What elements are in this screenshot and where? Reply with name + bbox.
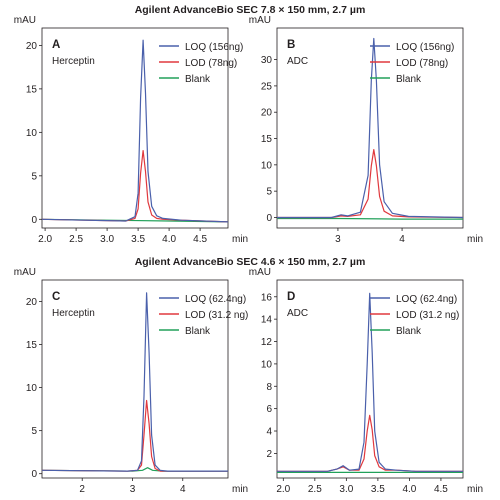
y-tick-label: 5 — [31, 426, 37, 437]
x-tick-label: 2.0 — [276, 484, 290, 495]
x-tick-label: 3.0 — [339, 484, 353, 495]
y-tick-label: 2 — [266, 449, 272, 460]
x-axis-unit: min — [232, 234, 248, 245]
sample-name: Herceptin — [52, 308, 95, 319]
y-tick-label: 0 — [31, 469, 37, 480]
y-tick-label: 8 — [266, 382, 272, 393]
y-tick-label: 0 — [31, 215, 37, 226]
y-tick-label: 25 — [261, 81, 273, 92]
legend-label: LOQ (156ng) — [396, 42, 454, 53]
y-tick-label: 16 — [261, 292, 273, 303]
x-axis-unit: min — [232, 484, 248, 495]
series-line — [277, 219, 463, 220]
y-tick-label: 5 — [31, 171, 37, 182]
x-tick-label: 2.0 — [38, 234, 52, 245]
x-axis-unit: min — [467, 234, 483, 245]
x-tick-label: 3 — [130, 484, 136, 495]
legend-label: Blank — [396, 74, 422, 85]
y-axis-label: mAU — [249, 15, 271, 26]
x-tick-label: 3.5 — [371, 484, 385, 495]
y-axis-label: mAU — [14, 267, 36, 278]
y-tick-label: 5 — [266, 187, 272, 198]
legend-label: LOQ (156ng) — [185, 42, 243, 53]
y-axis-label: mAU — [14, 15, 36, 26]
sample-name: Herceptin — [52, 56, 95, 67]
chart-panel-c: 0 5 10 15 20 2 3 4 mAU min C Herceptin LOQ (62.4ng) L… — [14, 267, 249, 495]
y-tick-label: 12 — [261, 337, 273, 348]
x-tick-label: 4 — [180, 484, 186, 495]
panel-letter: C — [52, 291, 60, 303]
x-tick-label: 2 — [79, 484, 85, 495]
y-axis-label: mAU — [249, 267, 271, 278]
y-tick-label: 4 — [266, 427, 272, 438]
series-line — [277, 150, 463, 218]
legend-label: Blank — [185, 74, 211, 85]
y-tick-label: 0 — [266, 213, 272, 224]
x-tick-label: 3.5 — [131, 234, 145, 245]
x-tick-label: 4 — [399, 234, 405, 245]
sample-name: ADC — [287, 308, 308, 319]
y-tick-label: 10 — [261, 160, 273, 171]
y-tick-label: 20 — [26, 297, 38, 308]
series-line — [42, 151, 228, 222]
chart-panel-b: 0 5 10 15 20 25 30 3 4 mAU min B ADC LOQ (156ng) LOD (… — [249, 15, 483, 245]
x-tick-label: 4.0 — [402, 484, 416, 495]
y-tick-label: 20 — [26, 41, 38, 52]
legend-label: LOD (78ng) — [185, 58, 237, 69]
y-tick-label: 10 — [26, 383, 38, 394]
y-tick-label: 10 — [261, 359, 273, 370]
legend-label: LOQ (62.4ng) — [396, 294, 457, 305]
legend-label: Blank — [185, 326, 211, 337]
legend-label: LOD (31.2 ng) — [396, 310, 459, 321]
legend-label: LOQ (62.4ng) — [185, 294, 246, 305]
chart-panel-d: 2 4 6 8 10 12 14 16 2.0 2.5 3.0 3.5 4.0 4.5 mAU min D ADC… — [249, 267, 483, 495]
panel-letter: B — [287, 39, 295, 51]
series-line — [42, 401, 228, 472]
x-tick-label: 4.0 — [162, 234, 176, 245]
x-tick-label: 4.5 — [434, 484, 448, 495]
y-tick-label: 30 — [261, 55, 273, 66]
legend-label: Blank — [396, 326, 422, 337]
y-tick-label: 20 — [261, 108, 273, 119]
chart-panel-a: 0 5 10 15 20 2.0 2.5 3.0 3.5 4.0 4.5 mAU min A Hercept… — [14, 15, 248, 245]
x-tick-label: 4.5 — [193, 234, 207, 245]
x-tick-label: 3 — [335, 234, 341, 245]
y-tick-label: 15 — [261, 134, 273, 145]
x-axis-unit: min — [467, 484, 483, 495]
x-tick-label: 2.5 — [69, 234, 83, 245]
y-tick-label: 15 — [26, 340, 38, 351]
legend-label: LOD (78ng) — [396, 58, 448, 69]
y-tick-label: 15 — [26, 84, 38, 95]
y-tick-label: 10 — [26, 128, 38, 139]
panel-letter: A — [52, 39, 60, 51]
y-tick-label: 14 — [261, 315, 273, 326]
series-line — [277, 415, 463, 471]
legend-label: LOD (31.2 ng) — [185, 310, 248, 321]
panel-letter: D — [287, 291, 295, 303]
x-tick-label: 2.5 — [308, 484, 322, 495]
x-tick-label: 3.0 — [100, 234, 114, 245]
y-tick-label: 6 — [266, 404, 272, 415]
sample-name: ADC — [287, 56, 308, 67]
